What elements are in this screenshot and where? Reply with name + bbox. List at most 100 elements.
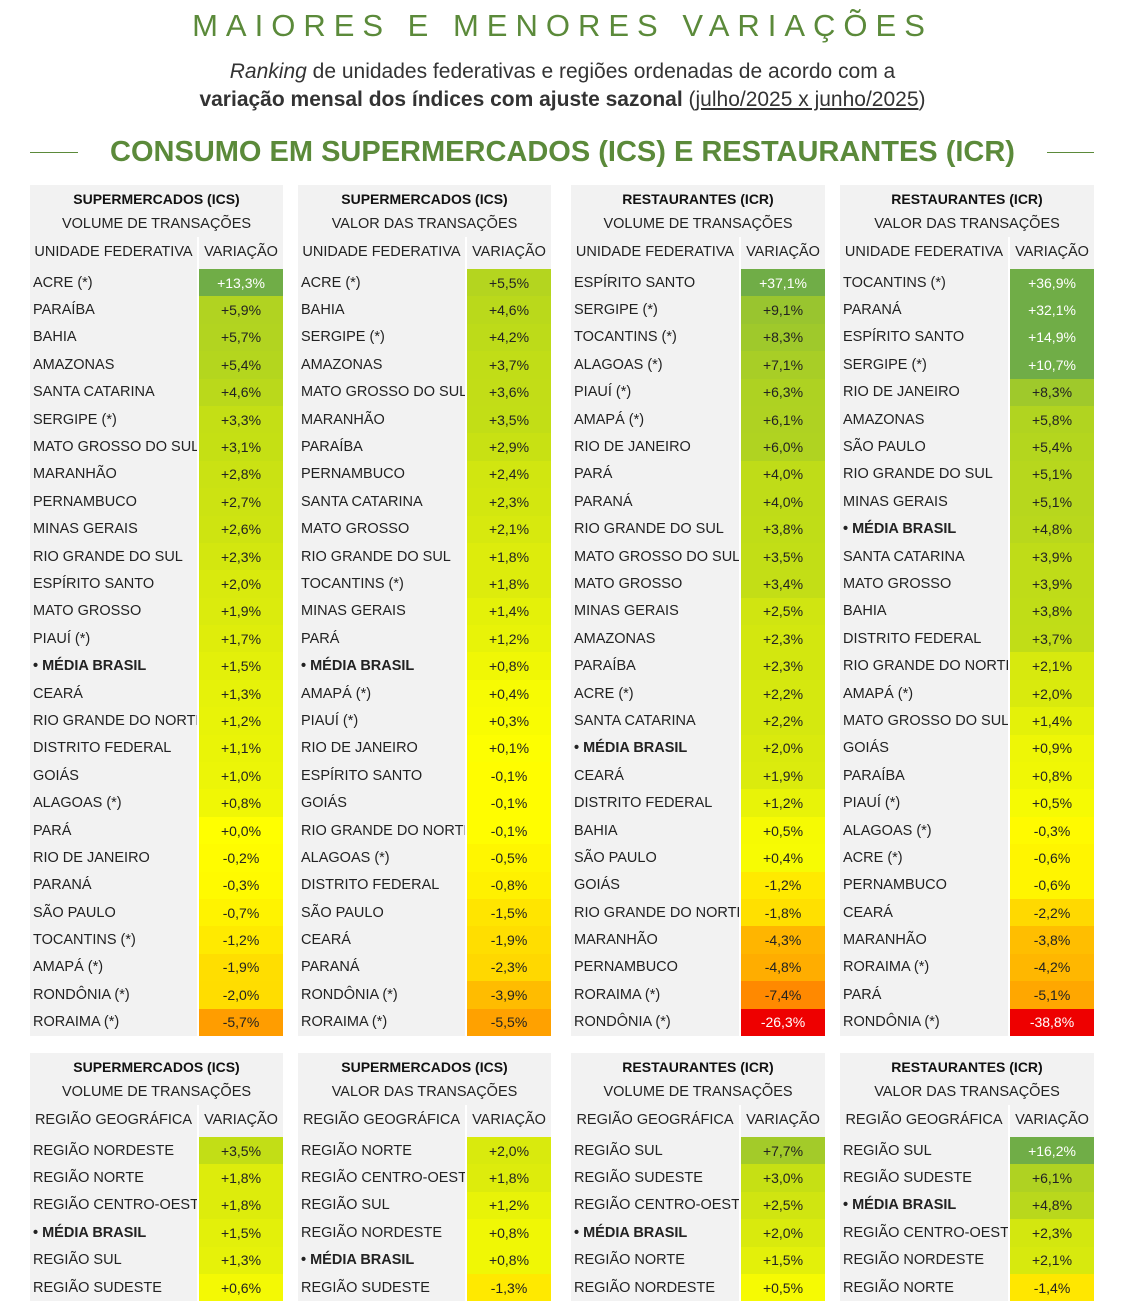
column-header-row: REGIÃO GEOGRÁFICA VARIAÇÃO — [571, 1105, 825, 1137]
row-name: PIAUÍ (*) — [30, 625, 199, 653]
row-variation-value: +2,6% — [199, 515, 283, 543]
table-row: RORAIMA (*) -5,7% — [30, 1008, 283, 1036]
table-row: TOCANTINS (*) +36,9% — [840, 269, 1094, 297]
row-name: CEARÁ — [840, 898, 1010, 927]
row-variation-value: +0,8% — [467, 1219, 551, 1247]
table-row: MARANHÃO +2,8% — [30, 460, 283, 489]
row-variation-value: +5,9% — [199, 296, 283, 324]
media-brasil-label: • MÉDIA BRASIL — [298, 652, 467, 680]
column-header-row: UNIDADE FEDERATIVA VARIAÇÃO — [30, 237, 283, 269]
row-variation-value: +4,0% — [741, 460, 825, 489]
row-name: SERGIPE (*) — [30, 405, 199, 434]
row-name: AMAPÁ (*) — [571, 405, 741, 434]
column-header-name: UNIDADE FEDERATIVA — [298, 237, 467, 269]
row-variation-value: +0,5% — [741, 1273, 825, 1301]
row-variation-value: +7,7% — [741, 1137, 825, 1165]
row-variation-value: +13,3% — [199, 269, 283, 297]
table-row: MARANHÃO +3,5% — [298, 405, 551, 434]
row-variation-value: +3,7% — [467, 351, 551, 379]
row-name: RIO DE JANEIRO — [298, 734, 467, 763]
row-variation-value: +8,3% — [1010, 378, 1094, 406]
row-variation-value: +36,9% — [1010, 269, 1094, 297]
column-header-row: REGIÃO GEOGRÁFICA VARIAÇÃO — [840, 1105, 1094, 1137]
row-name: PERNAMBUCO — [298, 460, 467, 489]
row-name: MARANHÃO — [298, 405, 467, 434]
table-row: REGIÃO CENTRO-OESTE +2,5% — [571, 1191, 825, 1220]
table-row: ACRE (*) +5,5% — [298, 269, 551, 297]
table-row: ESPÍRITO SANTO +2,0% — [30, 570, 283, 598]
row-name: REGIÃO NORDESTE — [298, 1219, 467, 1247]
table-body: REGIÃO NORTE +2,0% REGIÃO CENTRO-OESTE +1,8… — [298, 1137, 551, 1301]
table-row: BAHIA +0,5% — [571, 816, 825, 845]
table-title: SUPERMERCADOS (ICS) — [73, 1059, 240, 1075]
row-variation-value: +2,5% — [741, 597, 825, 626]
table-row: PIAUÍ (*) +0,3% — [298, 707, 551, 735]
subtitle-period: julho/2025 x junho/2025 — [695, 88, 919, 111]
table-row: • MÉDIA BRASIL +1,5% — [30, 652, 283, 680]
row-variation-value: +3,1% — [199, 433, 283, 461]
table-row: SANTA CATARINA +3,9% — [840, 542, 1094, 571]
column-header-row: UNIDADE FEDERATIVA VARIAÇÃO — [298, 237, 551, 269]
table-row: RONDÔNIA (*) -38,8% — [840, 1008, 1094, 1036]
row-variation-value: +5,8% — [1010, 405, 1094, 434]
table-row: REGIÃO NORDESTE +2,1% — [840, 1246, 1094, 1274]
table-title: SUPERMERCADOS (ICS) — [341, 191, 508, 207]
row-variation-value: +1,2% — [199, 707, 283, 735]
row-variation-value: -2,0% — [199, 981, 283, 1009]
row-variation-value: +0,8% — [467, 652, 551, 680]
row-variation-value: +14,9% — [1010, 323, 1094, 352]
row-variation-value: -3,8% — [1010, 926, 1094, 954]
table-row: AMAPÁ (*) -1,9% — [30, 953, 283, 982]
table-row: REGIÃO CENTRO-OESTE +2,3% — [840, 1219, 1094, 1247]
table-row: SÃO PAULO -0,7% — [30, 898, 283, 927]
row-name: REGIÃO SUDESTE — [571, 1164, 741, 1192]
row-name: GOIÁS — [571, 871, 741, 899]
row-variation-value: +7,1% — [741, 351, 825, 379]
table-header: SUPERMERCADOS (ICS) VOLUME DE TRANSAÇÕES U… — [30, 185, 283, 269]
region-table-2: SUPERMERCADOS (ICS) VALOR DAS TRANSAÇÕES R… — [298, 1053, 551, 1301]
table-row: PIAUÍ (*) +6,3% — [571, 378, 825, 406]
table-row: RIO GRANDE DO SUL +3,8% — [571, 515, 825, 543]
table-row: SANTA CATARINA +2,2% — [571, 707, 825, 735]
row-variation-value: -1,2% — [199, 926, 283, 954]
table-row: REGIÃO NORDESTE +3,5% — [30, 1137, 283, 1165]
media-brasil-label: • MÉDIA BRASIL — [30, 652, 199, 680]
table-row: MATO GROSSO +3,4% — [571, 570, 825, 598]
row-name: CEARÁ — [298, 926, 467, 954]
row-variation-value: +5,1% — [1010, 488, 1094, 516]
row-variation-value: +0,8% — [1010, 762, 1094, 790]
column-header-name: UNIDADE FEDERATIVA — [30, 237, 199, 269]
row-name: PARANÁ — [571, 488, 741, 516]
row-name: SÃO PAULO — [298, 898, 467, 927]
row-name: REGIÃO SUL — [298, 1191, 467, 1220]
column-header-row: UNIDADE FEDERATIVA VARIAÇÃO — [571, 237, 825, 269]
table-row: GOIÁS +1,0% — [30, 762, 283, 790]
row-name: PARAÍBA — [298, 433, 467, 461]
table-row: SERGIPE (*) +10,7% — [840, 351, 1094, 379]
row-name: PARAÍBA — [571, 652, 741, 680]
table-title: SUPERMERCADOS (ICS) — [73, 191, 240, 207]
column-header-variation: VARIAÇÃO — [1015, 1112, 1089, 1128]
row-variation-value: +1,7% — [199, 625, 283, 653]
row-variation-value: +2,1% — [1010, 652, 1094, 680]
table-row: ESPÍRITO SANTO +37,1% — [571, 269, 825, 297]
row-name: RONDÔNIA (*) — [298, 981, 467, 1009]
media-brasil-label: • MÉDIA BRASIL — [298, 1246, 467, 1274]
table-subtitle: VOLUME DE TRANSAÇÕES — [61, 1084, 252, 1100]
row-variation-value: +3,8% — [1010, 597, 1094, 626]
subtitle-line-1-text: de unidades federativas e regiões ordena… — [306, 60, 896, 83]
row-name: RIO GRANDE DO NORTE — [30, 707, 199, 735]
column-header-row: UNIDADE FEDERATIVA VARIAÇÃO — [840, 237, 1094, 269]
row-name: MATO GROSSO — [840, 570, 1010, 598]
table-row: MINAS GERAIS +2,6% — [30, 515, 283, 543]
table-subtitle: VALOR DAS TRANSAÇÕES — [874, 1084, 1060, 1100]
row-name: RIO GRANDE DO NORTE — [298, 816, 467, 845]
row-name: RIO GRANDE DO NORTE — [840, 652, 1010, 680]
row-name: REGIÃO NORDESTE — [840, 1246, 1010, 1274]
row-name: REGIÃO NORDESTE — [30, 1137, 199, 1165]
row-variation-value: +0,0% — [199, 816, 283, 845]
row-variation-value: +2,0% — [199, 570, 283, 598]
table-row: GOIÁS -0,1% — [298, 789, 551, 817]
row-name: RONDÔNIA (*) — [840, 1008, 1010, 1036]
column-header-variation: VARIAÇÃO — [746, 244, 820, 260]
